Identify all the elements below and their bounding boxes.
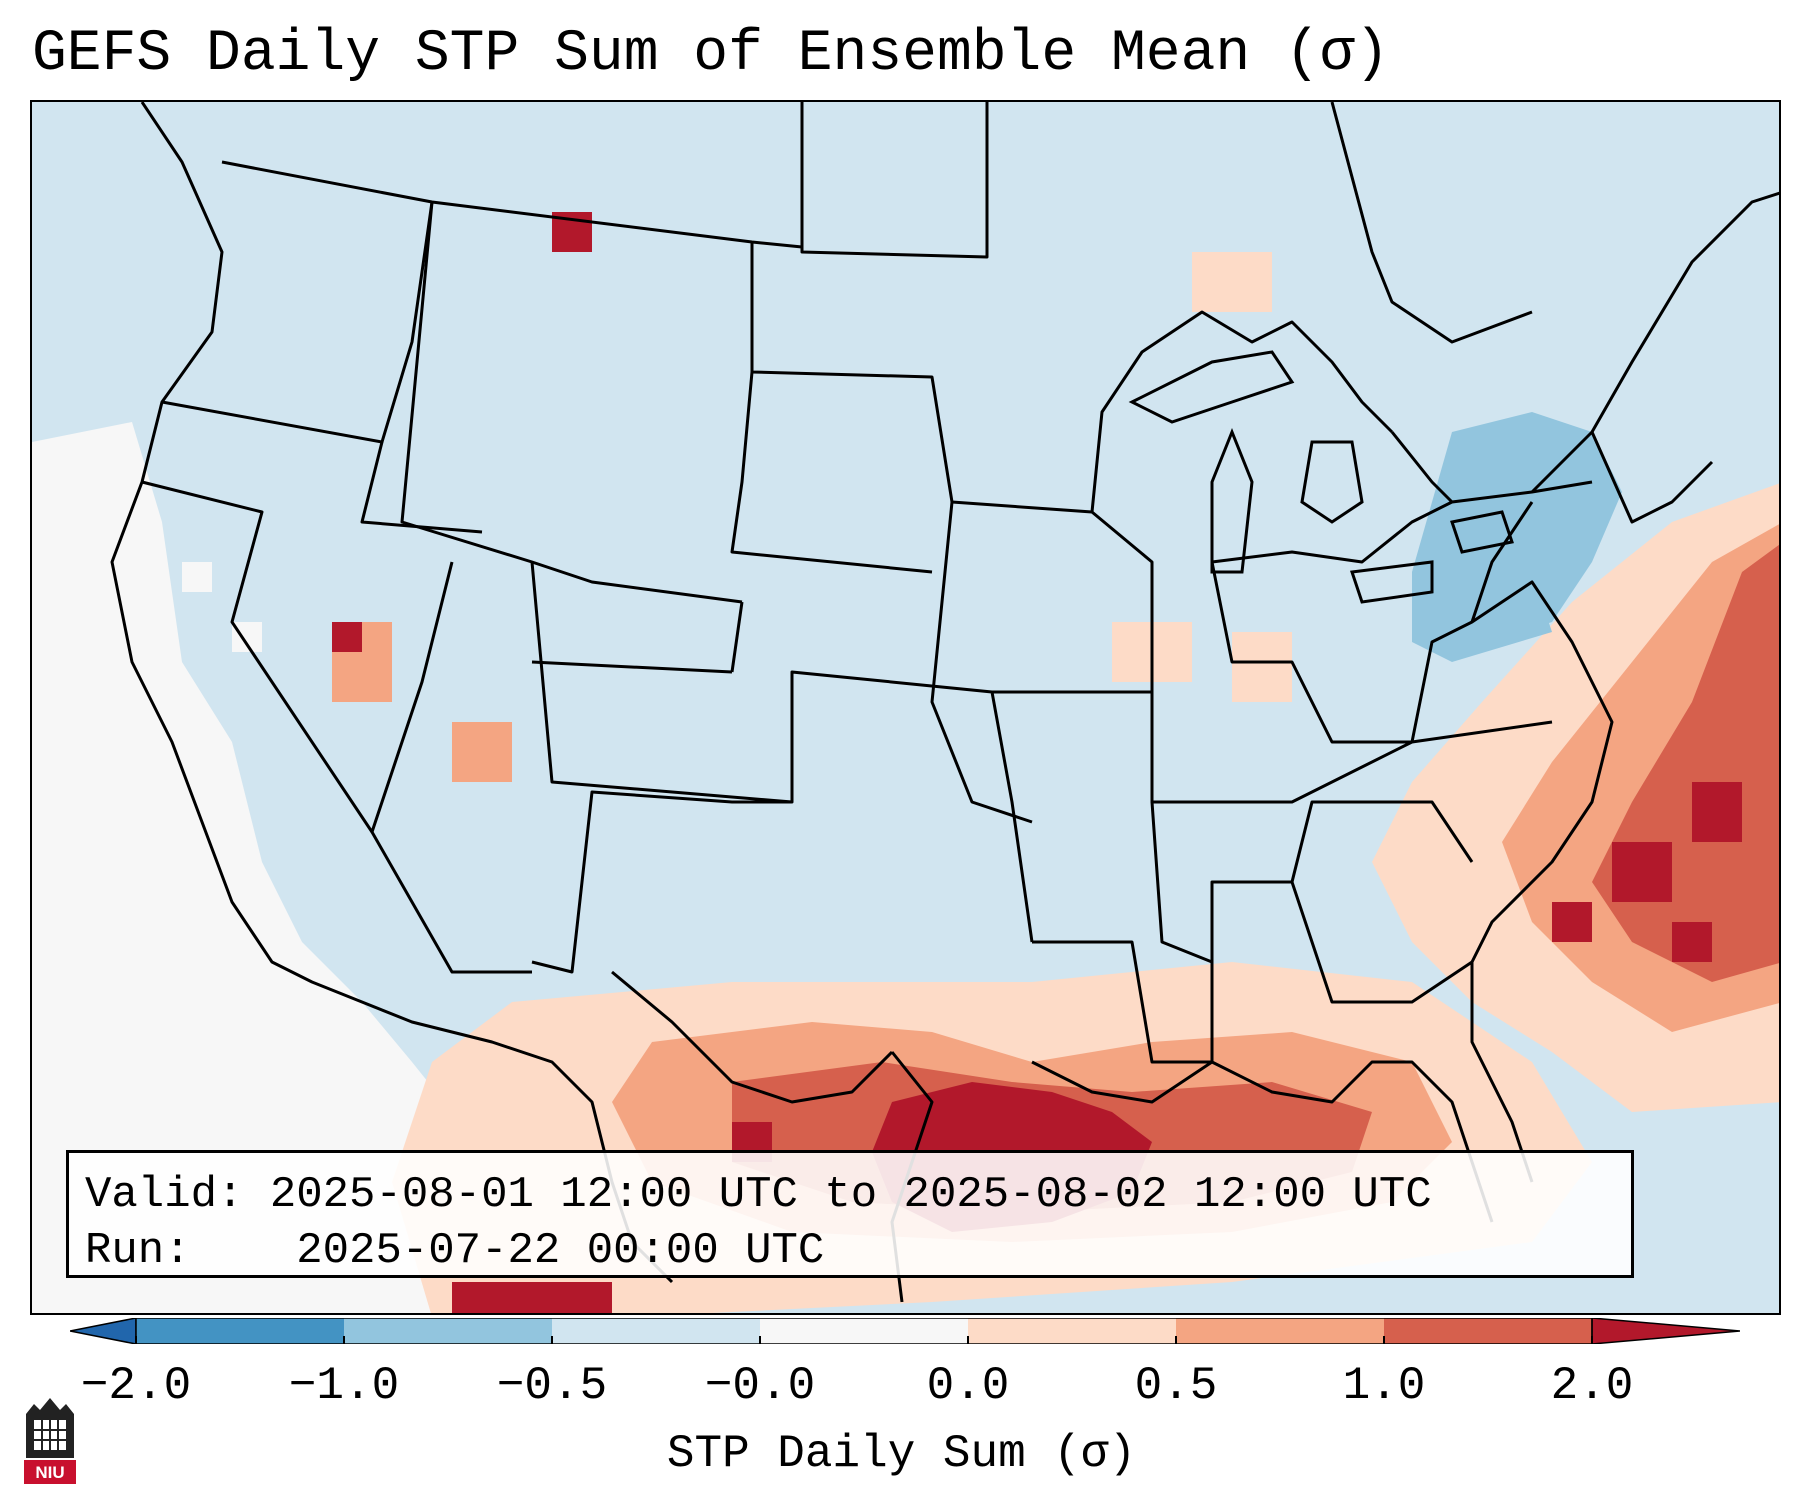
colorbar-tick-label: 2.0 [1550,1360,1634,1412]
run-label: Run: [85,1226,191,1276]
colorbar-extend-high [1591,1318,1740,1344]
colorbar-bin-05-1 [1176,1318,1384,1344]
colorbar-tick-label: 0.0 [926,1360,1010,1412]
colorbar-tick-label: 0.5 [1134,1360,1218,1412]
colorbar-bin-0-05 [968,1318,1176,1344]
stp-map [32,102,1779,1313]
logo-text: NIU [35,1463,64,1482]
map-panel [30,100,1781,1315]
colorbar-bin-neg1-neg05 [344,1318,552,1344]
map-title: GEFS Daily STP Sum of Ensemble Mean (σ) [32,22,1390,87]
colorbar-tick-label: −2.0 [80,1360,192,1412]
colorbar-bin-neg0-0 [760,1318,968,1344]
colorbar-bin-1-2 [1384,1318,1592,1344]
colorbar-tick-label: −1.0 [288,1360,400,1412]
colorbar-bin-neg05-neg0 [552,1318,760,1344]
colorbar-tick-label: −0.0 [704,1360,816,1412]
colorbar-bin-neg2-neg1 [136,1318,344,1344]
colorbar-label: STP Daily Sum (σ) [666,1428,1137,1480]
run-value: 2025-07-22 00:00 UTC [296,1226,825,1276]
valid-value: 2025-08-01 12:00 UTC to 2025-08-02 12:00… [269,1170,1432,1220]
colorbar-extend-low [70,1318,137,1344]
valid-run-info-box: Valid: 2025-08-01 12:00 UTC to 2025-08-0… [66,1150,1634,1278]
colorbar-tick-label: 1.0 [1342,1360,1426,1412]
pacific-neutral-field [32,422,551,1313]
political-boundaries [110,102,1779,1303]
colorbar [70,1318,1740,1344]
great-lakes [1128,350,1514,604]
valid-label: Valid: [85,1170,244,1220]
niu-logo-icon: NIU [24,1398,76,1484]
colorbar-tick-label: −0.5 [496,1360,608,1412]
colorbar-ticks: −2.0 −1.0 −0.5 −0.0 0.0 0.5 1.0 2.0 [0,1360,1803,1420]
